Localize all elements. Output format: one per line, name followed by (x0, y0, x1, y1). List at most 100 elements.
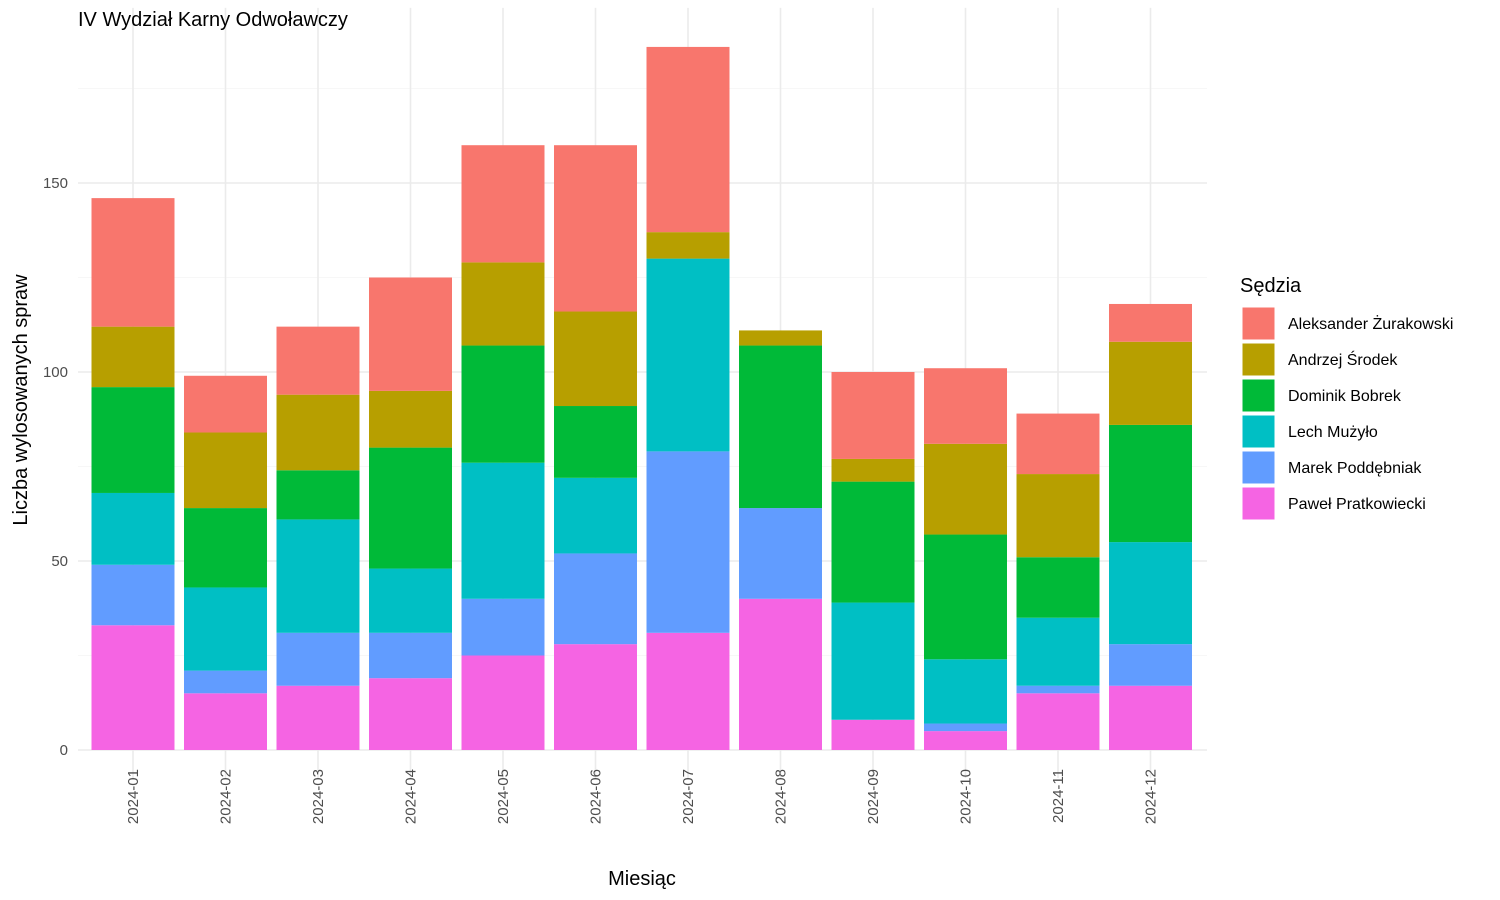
bar-segment (1016, 617, 1100, 686)
legend-title: Sędzia (1240, 275, 1302, 297)
bar-segment (554, 311, 637, 407)
x-tick-label: 2024-12 (1143, 769, 1160, 824)
bar-segment (831, 458, 915, 482)
x-tick-label: 2024-11 (1050, 769, 1067, 823)
bar-segment (461, 598, 545, 656)
legend-key (1241, 414, 1276, 449)
legend-label: Lech Mużyło (1288, 424, 1378, 441)
bar-segment (461, 655, 545, 750)
bar-segment (924, 443, 1007, 535)
bar-segment (554, 644, 637, 750)
x-tick-label: 2024-10 (958, 769, 975, 824)
legend-key (1241, 486, 1276, 521)
bar-segment (276, 632, 360, 686)
bar-segment (1016, 557, 1100, 618)
bar-segment (184, 508, 267, 588)
x-axis-title: Miesiąc (608, 868, 676, 890)
chart-title: IV Wydział Karny Odwoławczy (78, 9, 348, 31)
bar-segment (461, 345, 545, 463)
bar-segment (554, 477, 637, 554)
bar-segment (554, 145, 637, 312)
legend-key (1241, 306, 1276, 341)
bar-segment (184, 670, 267, 694)
bar-segment (646, 451, 730, 633)
bar-segment (924, 534, 1007, 660)
bar-segment (831, 372, 915, 459)
x-tick-label: 2024-01 (125, 769, 142, 824)
x-tick-label: 2024-09 (865, 769, 882, 824)
bar-segment (276, 394, 360, 471)
legend-label: Paweł Pratkowiecki (1288, 496, 1426, 513)
bar-segment (184, 587, 267, 671)
bar-segment (831, 719, 915, 750)
legend-key (1241, 342, 1276, 377)
y-tick-label: 150 (43, 175, 68, 192)
bar-segment (739, 598, 822, 750)
bar-segment (461, 462, 545, 599)
bar-segment (276, 685, 360, 750)
bar-segment (91, 326, 175, 388)
bar-segment (1109, 303, 1192, 342)
bar-segment (1016, 693, 1100, 750)
legend: Sędzia Aleksander Żurakowski Andrzej Środ… (1240, 275, 1453, 521)
bar-segment (924, 723, 1007, 732)
bar-segment (924, 731, 1007, 750)
bar-segment (369, 678, 452, 750)
bar-segment (646, 632, 730, 750)
y-tick-label: 100 (43, 364, 68, 381)
bar-segment (739, 330, 822, 346)
y-tick-label: 0 (60, 742, 68, 759)
legend-label: Andrzej Środek (1288, 350, 1398, 369)
bar-segment (1016, 413, 1100, 475)
x-tick-label: 2024-07 (680, 769, 697, 824)
legend-label: Dominik Bobrek (1288, 388, 1402, 405)
bar-segment (461, 145, 545, 263)
bar-segment (91, 492, 175, 565)
bar-segment (1109, 685, 1192, 750)
legend-label: Aleksander Żurakowski (1288, 314, 1453, 333)
bar-segment (276, 519, 360, 633)
bar-segment (184, 432, 267, 509)
y-axis-ticks: 0 50 100 150 (43, 175, 68, 759)
y-axis-title: Liczba wylosowanych spraw (10, 274, 32, 526)
bar-segment (91, 564, 175, 626)
x-tick-label: 2024-06 (588, 769, 605, 824)
bar-segment (554, 553, 637, 645)
x-axis-ticks: 2024-01 2024-02 2024-03 2024-04 2024-05 2024-… (125, 769, 1160, 824)
bar-segment (646, 232, 730, 259)
bar-segment (369, 447, 452, 569)
bar-segment (646, 258, 730, 452)
bar-segment (276, 326, 360, 395)
bar-segment (831, 481, 915, 603)
bar-segment (831, 602, 915, 720)
bar-segment (1016, 685, 1100, 694)
bar-segment (461, 262, 545, 346)
x-tick-label: 2024-08 (773, 769, 790, 824)
bar-segment (184, 693, 267, 750)
legend-key (1241, 378, 1276, 413)
bar-segment (924, 659, 1007, 724)
bar-segment (369, 277, 452, 391)
bar-segment (369, 568, 452, 633)
x-tick-label: 2024-05 (495, 769, 512, 824)
bar-segment (739, 345, 822, 509)
bar-segment (276, 470, 360, 520)
bar-segment (369, 632, 452, 679)
bar-segment (1109, 341, 1192, 425)
bar-segment (646, 46, 730, 233)
x-tick-label: 2024-02 (218, 769, 235, 824)
bar-segment (1016, 474, 1100, 558)
bar-segment (91, 198, 175, 327)
bars (91, 46, 1192, 750)
bar-segment (1109, 644, 1192, 686)
legend-key (1241, 450, 1276, 485)
bar-segment (184, 375, 267, 433)
x-tick-label: 2024-04 (403, 769, 420, 824)
x-tick-label: 2024-03 (310, 769, 327, 824)
bar-segment (91, 625, 175, 750)
bar-segment (1109, 542, 1192, 645)
bar-segment (739, 508, 822, 599)
y-tick-label: 50 (51, 553, 68, 570)
bar-segment (369, 390, 452, 448)
